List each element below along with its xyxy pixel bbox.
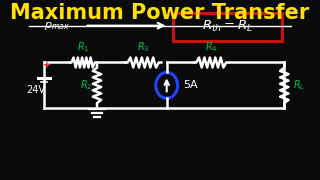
- Text: $R_L$: $R_L$: [293, 78, 305, 92]
- Text: $R_2$: $R_2$: [80, 78, 92, 92]
- Text: $R_1$: $R_1$: [76, 40, 89, 53]
- Text: Maximum Power Transfer: Maximum Power Transfer: [10, 3, 310, 23]
- Bar: [172, 13, 282, 41]
- Text: 24V: 24V: [26, 85, 45, 95]
- Text: 5A: 5A: [183, 80, 198, 90]
- Text: $R_{th} = R_L$: $R_{th} = R_L$: [202, 19, 253, 34]
- Text: $R_4$: $R_4$: [205, 40, 218, 53]
- Text: +: +: [43, 60, 51, 71]
- Text: $R_3$: $R_3$: [137, 40, 149, 53]
- Text: $p_{max}$: $p_{max}$: [44, 20, 71, 32]
